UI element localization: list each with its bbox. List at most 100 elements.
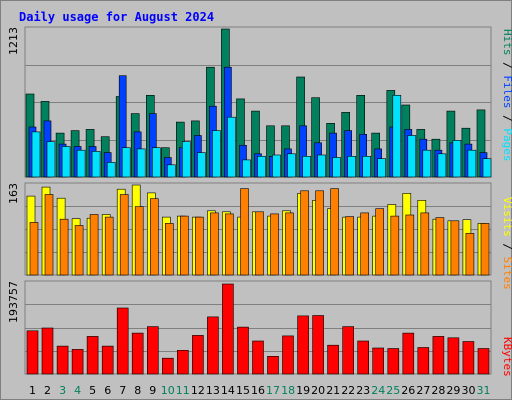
bar-pages-day-17	[272, 154, 281, 178]
bar-sites-day-25	[390, 215, 400, 276]
x-tick-label-day-5: 5	[89, 384, 96, 397]
ymax-label-3: 193757	[7, 281, 20, 323]
x-tick-label-day-25: 25	[386, 384, 400, 397]
bar-kbytes-day-31	[477, 348, 490, 375]
x-tick-label-day-1: 1	[29, 384, 36, 397]
bar-kbytes-day-13	[207, 316, 219, 375]
bar-kbytes-day-22	[342, 326, 355, 375]
bar-pages-day-12	[197, 152, 206, 178]
bar-sites-day-12	[195, 216, 204, 276]
bar-kbytes-day-28	[432, 336, 445, 375]
x-tick-label-day-26: 26	[401, 384, 415, 397]
bar-pages-day-14	[227, 116, 236, 178]
bar-sites-day-14	[225, 213, 234, 276]
bar-sites-day-9	[150, 198, 159, 276]
bar-kbytes-day-2	[41, 327, 54, 375]
bar-kbytes-day-20	[312, 315, 324, 375]
x-tick-label-day-29: 29	[446, 384, 460, 397]
bar-pages-day-11	[182, 141, 191, 178]
bar-kbytes-day-8	[131, 332, 144, 375]
bar-kbytes-day-23	[357, 340, 370, 375]
x-tick-label-day-14: 14	[221, 384, 235, 397]
ymax-label-1: 1213	[7, 27, 20, 55]
bar-kbytes-day-12	[192, 335, 204, 375]
bar-pages-day-24	[377, 158, 387, 178]
x-tick-label-day-6: 6	[104, 384, 111, 397]
bar-sites-day-18	[285, 212, 294, 276]
x-tick-label-day-7: 7	[119, 384, 126, 397]
bar-pages-day-2	[46, 141, 56, 178]
bar-sites-day-5	[89, 214, 99, 276]
bar-sites-day-27	[420, 212, 430, 276]
bar-kbytes-day-11	[177, 349, 189, 375]
bar-pages-day-29	[452, 140, 462, 178]
x-tick-label-day-2: 2	[44, 384, 51, 397]
bar-pages-day-1	[31, 131, 41, 178]
bar-pages-day-16	[257, 156, 266, 178]
bar-sites-day-31	[480, 223, 490, 276]
bar-sites-day-13	[210, 212, 219, 276]
bar-sites-day-11	[180, 215, 189, 276]
bar-kbytes-day-17	[267, 355, 279, 375]
x-tick-label-day-18: 18	[281, 384, 295, 397]
bar-kbytes-day-25	[387, 348, 400, 375]
bar-sites-day-21	[330, 188, 339, 276]
bar-sites-day-17	[270, 213, 279, 276]
x-tick-label-day-15: 15	[236, 384, 250, 397]
bar-sites-day-1	[29, 222, 39, 276]
x-tick-label-day-21: 21	[326, 384, 340, 397]
bar-sites-day-3	[59, 218, 69, 276]
bar-sites-day-16	[255, 211, 264, 276]
bar-pages-day-25	[392, 95, 402, 178]
bar-pages-day-4	[76, 149, 86, 178]
bar-pages-day-30	[467, 149, 477, 178]
bar-kbytes-day-19	[297, 315, 309, 375]
x-tick-label-day-8: 8	[134, 384, 141, 397]
chart-title: Daily usage for August 2024	[19, 10, 214, 24]
bar-sites-day-20	[315, 190, 324, 276]
bar-kbytes-day-26	[402, 332, 415, 375]
bar-pages-day-7	[121, 147, 131, 178]
bar-sites-day-7	[119, 194, 129, 276]
bar-pages-day-27	[422, 149, 432, 178]
bar-kbytes-day-24	[372, 347, 385, 375]
x-tick-label-day-31: 31	[477, 384, 491, 397]
x-tick-label-day-16: 16	[251, 384, 265, 397]
bar-sites-day-19	[300, 190, 309, 276]
bar-sites-day-24	[375, 208, 385, 276]
bar-sites-day-8	[134, 206, 144, 276]
bar-pages-day-22	[347, 156, 357, 178]
legend-kbytes: KBytes	[501, 337, 512, 377]
x-tick-label-day-9: 9	[149, 384, 156, 397]
bar-pages-day-5	[91, 151, 101, 178]
bar-kbytes-day-7	[116, 307, 129, 375]
bar-pages-day-19	[302, 156, 311, 178]
x-tick-label-day-27: 27	[416, 384, 430, 397]
ymax-label-2: 163	[7, 183, 20, 204]
bar-kbytes-day-14	[222, 283, 234, 375]
x-tick-label-day-13: 13	[206, 384, 220, 397]
bar-sites-day-15	[240, 188, 249, 276]
bar-kbytes-day-10	[162, 357, 174, 375]
x-tick-label-day-12: 12	[191, 384, 205, 397]
legend-hits-files-pages: Hits / Files / Pages	[501, 29, 512, 162]
bar-sites-day-4	[74, 225, 84, 276]
bar-kbytes-day-18	[282, 335, 294, 375]
bar-pages-day-23	[362, 156, 372, 178]
bar-kbytes-day-30	[462, 341, 475, 375]
bar-pages-day-3	[61, 146, 71, 178]
bar-pages-day-31	[482, 158, 492, 178]
x-tick-label-day-11: 11	[176, 384, 190, 397]
bar-sites-day-6	[104, 216, 114, 276]
bar-sites-day-26	[405, 214, 415, 276]
bar-sites-day-2	[44, 194, 54, 276]
x-tick-label-day-17: 17	[266, 384, 280, 397]
bar-kbytes-day-1	[26, 330, 39, 375]
x-tick-label-day-23: 23	[356, 384, 370, 397]
x-tick-label-day-30: 30	[462, 384, 476, 397]
bar-sites-day-28	[435, 217, 445, 276]
x-tick-label-day-4: 4	[74, 384, 81, 397]
bar-kbytes-day-29	[447, 337, 460, 375]
